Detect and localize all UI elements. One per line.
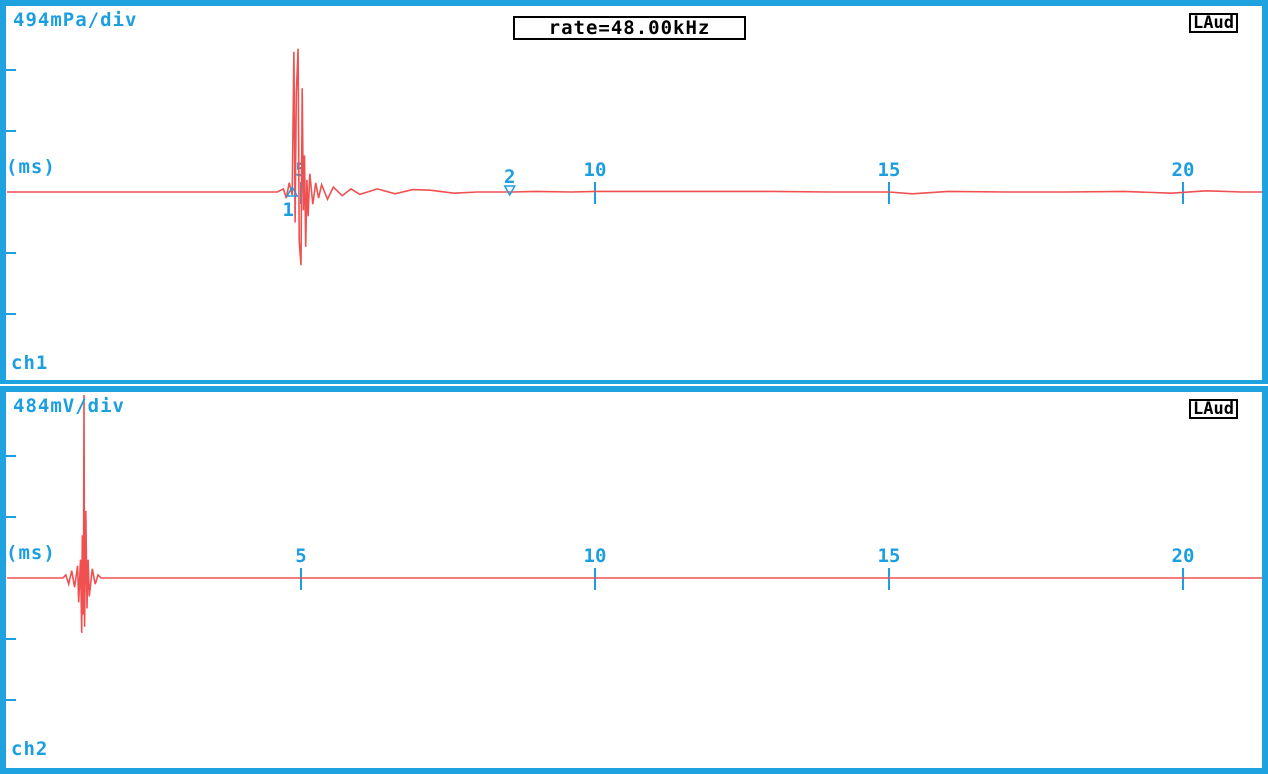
x-tick-label: 10: [584, 159, 607, 181]
x-tick-label: 20: [1172, 159, 1195, 181]
channel-1-panel: 5 10 15 20 1 2 494mPa/div rate=48.00kHz LAud …: [6, 6, 1262, 380]
cursor-marker-down-icon[interactable]: [503, 185, 517, 197]
channel-1-label: ch1: [11, 352, 49, 374]
cursor-marker-label: 2: [504, 166, 515, 188]
cursor-marker-label: 1: [282, 199, 293, 221]
signal-trace: [7, 48, 1262, 266]
x-tick-label: 10: [584, 545, 607, 567]
channel-1-scale: 494mPa/div: [13, 9, 138, 31]
x-tick-label: 5: [295, 545, 306, 567]
channel-2-panel: 5 10 15 20 484mV/div LAud (ms) ch2: [6, 392, 1262, 768]
sample-rate-box: rate=48.00kHz: [513, 16, 746, 40]
x-tick-label: 15: [878, 159, 901, 181]
cursor-marker-up-icon[interactable]: [285, 185, 299, 197]
x-tick-label: 20: [1172, 545, 1195, 567]
x-tick-label: 15: [878, 545, 901, 567]
channel-2-source-badge[interactable]: LAud: [1189, 399, 1238, 419]
channel-2-frame: 5 10 15 20 484mV/div LAud (ms) ch2: [0, 386, 1268, 774]
signal-trace: [7, 394, 1262, 633]
channel-1-frame: 5 10 15 20 1 2 494mPa/div rate=48.00kHz LAud …: [0, 0, 1268, 384]
channel-2-time-unit: (ms): [6, 542, 56, 564]
channel-1-time-unit: (ms): [6, 156, 56, 178]
channel-2-plot[interactable]: 5 10 15 20: [6, 392, 1262, 768]
channel-2-scale: 484mV/div: [13, 395, 125, 417]
channel-1-source-badge[interactable]: LAud: [1189, 13, 1238, 33]
channel-2-label: ch2: [11, 738, 49, 760]
